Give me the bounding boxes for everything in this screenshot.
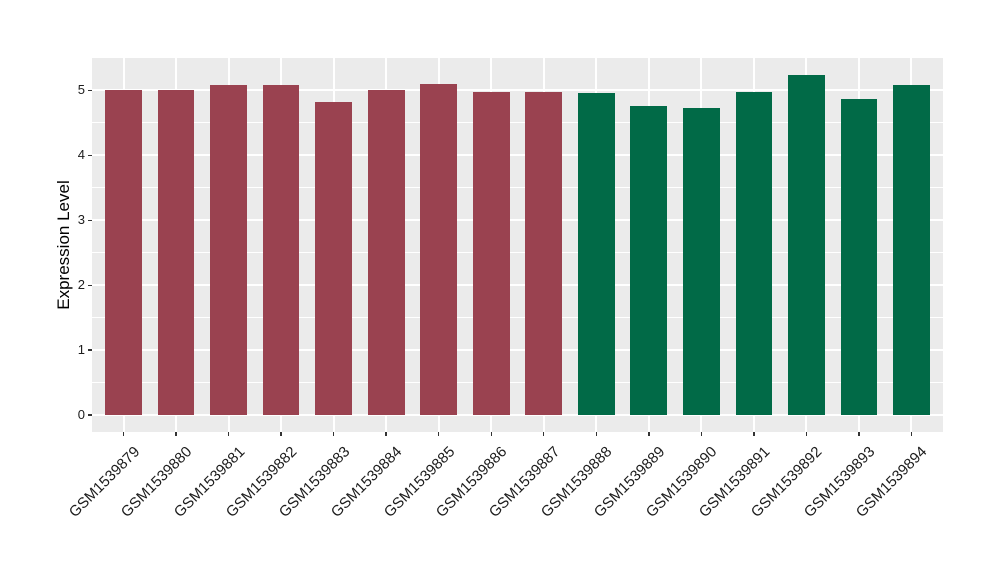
bar-gsm1539880 — [157, 89, 195, 416]
bar-gsm1539887 — [525, 92, 563, 416]
x-tick-mark — [438, 432, 440, 436]
gridline-minor-y — [92, 187, 943, 189]
x-tick-mark — [122, 432, 125, 436]
bar-gsm1539890 — [682, 107, 720, 416]
bar-gsm1539884 — [367, 90, 405, 416]
gridline-minor-y — [92, 122, 943, 124]
y-tick-label: 5 — [77, 82, 85, 98]
gridline-major-y — [92, 414, 943, 417]
bar-gsm1539886 — [472, 91, 510, 416]
x-tick-mark — [385, 432, 387, 436]
y-tick-mark — [88, 219, 92, 222]
gridline-major-y — [92, 89, 943, 92]
y-tick-label: 4 — [77, 147, 85, 163]
gridline-major-y — [92, 349, 943, 352]
y-tick-mark — [88, 284, 92, 286]
gridline-minor-y — [92, 317, 943, 319]
y-tick-label: 1 — [77, 342, 85, 358]
bar-gsm1539891 — [735, 91, 773, 416]
bar-gsm1539879 — [105, 89, 142, 416]
gridline-minor-y — [92, 382, 943, 384]
bar-gsm1539894 — [893, 85, 930, 416]
x-tick-mark — [227, 432, 230, 436]
x-tick-mark — [910, 432, 913, 436]
y-tick-mark — [88, 414, 92, 416]
x-tick-mark — [753, 432, 755, 436]
x-tick-mark — [490, 432, 492, 436]
bar-gsm1539883 — [315, 102, 353, 416]
bar-gsm1539881 — [210, 84, 247, 416]
bar-gsm1539892 — [788, 74, 825, 416]
x-tick-mark — [543, 432, 545, 436]
bar-gsm1539893 — [840, 98, 878, 416]
x-tick-mark — [805, 432, 808, 436]
y-tick-label: 3 — [77, 212, 85, 228]
x-tick-mark — [280, 432, 282, 436]
gridline-minor-y — [92, 252, 943, 254]
x-tick-mark — [700, 432, 703, 436]
x-tick-mark — [175, 432, 177, 436]
x-tick-mark — [332, 432, 335, 436]
x-tick-mark — [648, 432, 650, 436]
y-tick-mark — [88, 154, 92, 157]
bar-gsm1539889 — [630, 106, 668, 416]
bar-gsm1539885 — [420, 83, 458, 416]
gridline-major-y — [92, 154, 943, 157]
plot-panel — [92, 58, 943, 432]
y-tick-mark — [88, 89, 92, 92]
y-tick-label: 0 — [77, 407, 85, 423]
gridline-major-y — [92, 284, 943, 287]
x-tick-mark — [595, 432, 597, 436]
y-axis-title: Expression Level — [54, 180, 73, 310]
gridline-major-y — [92, 219, 943, 222]
bar-gsm1539882 — [262, 85, 300, 416]
y-tick-label: 2 — [77, 277, 85, 293]
bar-gsm1539888 — [577, 93, 615, 416]
x-tick-mark — [858, 432, 860, 436]
y-tick-mark — [88, 349, 92, 351]
